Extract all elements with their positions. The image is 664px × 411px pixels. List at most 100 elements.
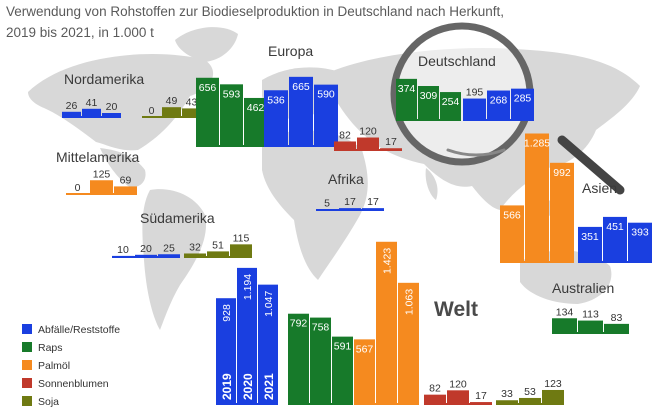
region-label-suedamerika: Südamerika (140, 210, 215, 226)
value-label-europa-sonnenblumen-2019: 82 (339, 129, 351, 141)
value-label-asien-abfaelle-reststoffe-2019: 351 (581, 231, 599, 243)
bar-europa-abfaelle-reststoffe-2019 (264, 90, 288, 146)
chart-title-line2: 2019 bis 2021, in 1.000 t (6, 25, 154, 40)
legend-label-raps: Raps (38, 342, 63, 354)
chart-title-line1: Verwendung von Rohstoffen zur Biodieselp… (6, 4, 505, 19)
bar-suedamerika-soja-2021 (230, 244, 252, 257)
value-label-asien-palmoel-2019: 566 (503, 209, 521, 221)
bar-europa-abfaelle-reststoffe-2021 (314, 84, 338, 146)
legend-swatch-palmoel (22, 360, 32, 370)
bar-afrika-abfaelle-reststoffe-2019 (316, 209, 338, 210)
bar-welt-sonnenblumen-2021 (470, 402, 492, 404)
value-label-nordamerika-abfaelle-reststoffe-2019: 26 (66, 100, 78, 112)
bar-suedamerika-soja-2020 (207, 251, 229, 257)
bar-deutschland-raps-2020 (418, 86, 439, 120)
value-label-welt-sonnenblumen-2020: 120 (449, 378, 467, 390)
value-label-europa-raps-2019: 656 (199, 82, 217, 94)
region-label-welt: Welt (434, 298, 478, 321)
bar-europa-sonnenblumen-2019 (334, 141, 356, 150)
bar-welt-sonnenblumen-2019 (424, 394, 446, 404)
value-label-australien-raps-2020: 113 (582, 309, 599, 321)
value-label-welt-palmoel-2020: 1.423 (382, 248, 394, 274)
value-label-deutschland-raps-2020: 309 (420, 90, 438, 102)
value-label-welt-sonnenblumen-2021: 17 (475, 390, 487, 402)
value-label-welt-abfaelle-reststoffe-2021: 1.047 (263, 290, 275, 316)
bar-welt-raps-2021 (332, 336, 353, 404)
bar-welt-sonnenblumen-2020 (447, 390, 469, 404)
value-label-suedamerika-abfaelle-reststoffe-2020: 20 (140, 243, 152, 255)
value-label-australien-raps-2019: 134 (556, 306, 574, 318)
bar-welt-abfaelle-reststoffe-2021 (258, 284, 278, 404)
bar-welt-palmoel-2020 (376, 241, 397, 404)
value-label-welt-abfaelle-reststoffe-2019: 928 (221, 304, 233, 322)
value-label-deutschland-abfaelle-reststoffe-2021: 285 (514, 93, 532, 105)
bar-asien-palmoel-2021 (550, 162, 574, 262)
bar-europa-sonnenblumen-2020 (357, 137, 379, 150)
legend-swatch-abfaelle-reststoffe (22, 324, 32, 334)
value-label-mittelamerika-palmoel-2020: 125 (93, 168, 111, 180)
magnifier-icon (390, 22, 625, 195)
value-label-deutschland-abfaelle-reststoffe-2019: 195 (466, 87, 484, 99)
bar-europa-sonnenblumen-2021 (380, 148, 402, 150)
legend-label-sonnenblumen: Sonnenblumen (38, 378, 109, 390)
bar-nordamerika-abfaelle-reststoffe-2019 (62, 111, 81, 117)
bar-australien-raps-2021 (604, 323, 629, 333)
region-label-australien: Australien (552, 280, 614, 296)
bar-welt-soja-2020 (519, 397, 541, 404)
legend-swatch-raps (22, 342, 32, 352)
value-label-deutschland-raps-2021: 254 (442, 96, 460, 108)
bar-asien-abfaelle-reststoffe-2019 (578, 226, 602, 262)
region-label-mittelamerika: Mittelamerika (56, 149, 139, 165)
value-label-welt-sonnenblumen-2019: 82 (429, 383, 441, 395)
value-label-mittelamerika-palmoel-2019: 0 (75, 182, 81, 194)
value-label-europa-abfaelle-reststoffe-2021: 590 (317, 89, 335, 101)
value-label-welt-abfaelle-reststoffe-2020: 1.194 (242, 274, 254, 300)
bar-welt-abfaelle-reststoffe-2019 (216, 298, 236, 404)
bar-welt-abfaelle-reststoffe-2020 (237, 267, 257, 404)
year-label-2020: 2020 (241, 373, 255, 400)
value-label-europa-sonnenblumen-2021: 17 (385, 136, 397, 148)
bar-australien-raps-2019 (552, 318, 577, 333)
bar-nordamerika-soja-2021 (182, 108, 201, 117)
value-label-welt-soja-2020: 53 (524, 386, 536, 398)
value-label-suedamerika-soja-2020: 51 (212, 239, 224, 251)
value-label-welt-soja-2021: 123 (544, 378, 562, 390)
value-label-asien-palmoel-2021: 992 (553, 167, 571, 179)
bar-afrika-abfaelle-reststoffe-2021 (362, 208, 384, 210)
legend-label-abfaelle-reststoffe: Abfälle/Reststoffe (38, 324, 120, 336)
bar-asien-palmoel-2020 (525, 133, 549, 262)
bar-nordamerika-abfaelle-reststoffe-2021 (102, 113, 121, 117)
bar-asien-palmoel-2019 (500, 205, 524, 262)
year-label-2021: 2021 (262, 373, 276, 400)
value-label-europa-raps-2020: 593 (223, 88, 241, 100)
bar-deutschland-abfaelle-reststoffe-2020 (487, 90, 510, 120)
value-label-deutschland-abfaelle-reststoffe-2020: 268 (490, 95, 508, 107)
value-label-welt-raps-2019: 792 (290, 318, 308, 330)
bar-asien-abfaelle-reststoffe-2021 (628, 222, 652, 262)
value-label-europa-abfaelle-reststoffe-2019: 536 (267, 94, 285, 106)
value-label-asien-palmoel-2020: 1.285 (524, 138, 550, 150)
value-label-europa-sonnenblumen-2020: 120 (359, 126, 377, 138)
legend-label-palmoel: Palmöl (38, 360, 70, 372)
bar-europa-abfaelle-reststoffe-2020 (289, 76, 313, 146)
bar-europa-raps-2020 (220, 84, 243, 146)
bar-suedamerika-abfaelle-reststoffe-2020 (135, 254, 157, 257)
legend-swatch-sonnenblumen (22, 378, 32, 388)
region-label-nordamerika: Nordamerika (64, 71, 144, 87)
bar-europa-raps-2021 (244, 97, 267, 146)
bar-nordamerika-abfaelle-reststoffe-2020 (82, 108, 101, 117)
value-label-welt-palmoel-2019: 567 (356, 343, 374, 355)
value-label-europa-abfaelle-reststoffe-2020: 665 (292, 81, 310, 93)
value-label-welt-soja-2019: 33 (501, 388, 513, 400)
legend: Abfälle/Reststoffe Raps Palmöl Sonnenblumen… (22, 324, 120, 408)
bar-afrika-abfaelle-reststoffe-2020 (339, 208, 361, 210)
legend-label-soja: Soja (38, 396, 59, 408)
value-label-suedamerika-soja-2021: 115 (233, 232, 250, 244)
value-label-afrika-abfaelle-reststoffe-2020: 17 (344, 196, 356, 208)
value-label-asien-abfaelle-reststoffe-2021: 393 (631, 227, 649, 239)
value-label-nordamerika-abfaelle-reststoffe-2021: 20 (106, 101, 118, 113)
bar-europa-raps-2019 (196, 77, 219, 146)
bar-asien-abfaelle-reststoffe-2020 (603, 216, 627, 262)
value-label-australien-raps-2021: 83 (611, 312, 623, 324)
